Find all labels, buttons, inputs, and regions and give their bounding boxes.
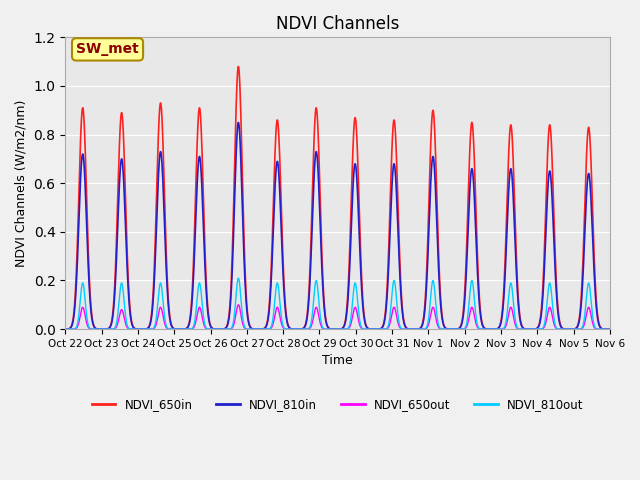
X-axis label: Time: Time <box>322 354 353 367</box>
NDVI_650out <box>139 326 147 332</box>
NDVI_650out <box>307 323 315 329</box>
NDVI_810in <box>264 317 272 323</box>
NDVI_810out <box>264 326 272 332</box>
NDVI_650out <box>491 326 499 332</box>
Y-axis label: NDVI Channels (W/m2/nm): NDVI Channels (W/m2/nm) <box>15 99 28 267</box>
NDVI_810out <box>606 326 614 332</box>
NDVI_810in <box>510 203 518 209</box>
NDVI_810in <box>490 326 498 332</box>
NDVI_650in <box>606 326 614 332</box>
NDVI_810out <box>307 319 315 325</box>
NDVI_650in <box>264 314 272 320</box>
NDVI_650out <box>235 302 243 308</box>
Line: NDVI_810in: NDVI_810in <box>65 122 610 329</box>
NDVI_810out <box>491 326 499 332</box>
NDVI_650out <box>61 326 69 332</box>
NDVI_810out <box>235 275 243 281</box>
NDVI_650in <box>603 326 611 332</box>
NDVI_810in <box>61 326 69 332</box>
NDVI_650in <box>510 169 518 175</box>
NDVI_810in <box>307 253 315 259</box>
NDVI_810out <box>61 326 69 332</box>
NDVI_810out <box>603 326 611 332</box>
Legend: NDVI_650in, NDVI_810in, NDVI_650out, NDVI_810out: NDVI_650in, NDVI_810in, NDVI_650out, NDV… <box>87 394 588 416</box>
Line: NDVI_650out: NDVI_650out <box>65 305 610 329</box>
Text: SW_met: SW_met <box>76 42 139 56</box>
NDVI_810out <box>100 326 108 332</box>
NDVI_810in <box>603 326 611 332</box>
Line: NDVI_650in: NDVI_650in <box>65 67 610 329</box>
NDVI_810in <box>606 326 614 332</box>
NDVI_810out <box>510 304 518 310</box>
NDVI_650out <box>603 326 611 332</box>
NDVI_650in <box>235 64 243 70</box>
NDVI_810in <box>235 120 243 125</box>
NDVI_650in <box>391 122 399 128</box>
NDVI_810in <box>391 165 399 171</box>
NDVI_650in <box>61 326 69 332</box>
NDVI_810out <box>391 282 399 288</box>
Title: NDVI Channels: NDVI Channels <box>276 15 399 33</box>
NDVI_650out <box>510 315 518 321</box>
NDVI_650out <box>264 326 272 332</box>
NDVI_650in <box>490 326 498 332</box>
Line: NDVI_810out: NDVI_810out <box>65 278 610 329</box>
NDVI_650out <box>391 306 399 312</box>
NDVI_650out <box>606 326 614 332</box>
NDVI_650in <box>307 235 315 241</box>
